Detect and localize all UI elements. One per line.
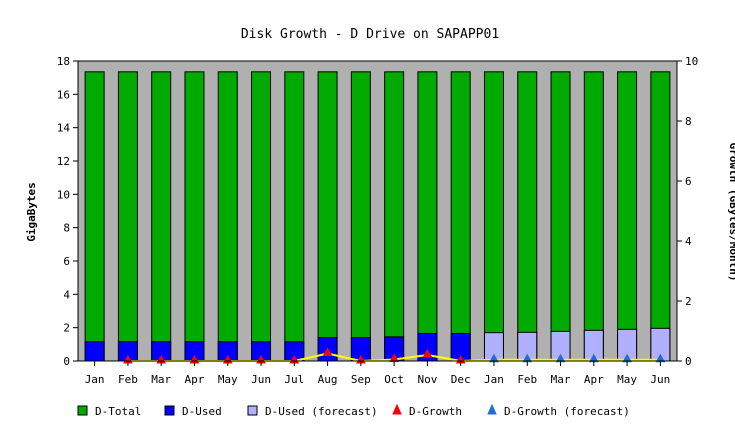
bar-d-total-15 (583, 71, 604, 362)
y-tick-label-10: 10 (57, 188, 70, 201)
y-tick-label-12: 12 (57, 155, 70, 168)
y-tick-label-18: 18 (57, 55, 70, 68)
bar-d-total-9 (384, 71, 405, 362)
legend-label-d-growth: D-Growth (409, 405, 462, 418)
bar-d-total-6 (284, 71, 305, 362)
y-tick-label-0: 0 (63, 355, 70, 368)
legend-swatch-d-growth-forecast- (487, 403, 497, 415)
x-tick-label-10: Nov (417, 373, 437, 386)
x-tick-label-17: Jun (650, 373, 670, 386)
x-tick-label-6: Jul (284, 373, 304, 386)
x-tick-label-14: Mar (551, 373, 571, 386)
legend-swatch-d-total (77, 405, 88, 416)
plot-area: 0 2 4 6 8 10 12 14 16 18 0 2 4 6 8 10 Jan Feb Mar Apr May Jun… (57, 55, 699, 386)
y2-tick-label-0: 0 (685, 355, 692, 368)
bar-d-total-1 (117, 71, 138, 362)
bar-d-total-7 (317, 71, 338, 362)
legend-swatch-d-used (164, 405, 175, 416)
bar-d-total-8 (350, 71, 371, 362)
legend-label-d-used-forecast-: D-Used (forecast) (265, 405, 378, 418)
y2-tick-label-8: 8 (685, 115, 692, 128)
bar-d-total-5 (251, 71, 272, 362)
y2-tick-label-6: 6 (685, 175, 692, 188)
y2-tick-label-2: 2 (685, 295, 692, 308)
x-tick-label-8: Sep (351, 373, 371, 386)
y-tick-label-16: 16 (57, 88, 70, 101)
x-tick-label-11: Dec (451, 373, 471, 386)
marker-d-growth-7 (322, 347, 333, 356)
legend-label-d-used: D-Used (182, 405, 222, 418)
x-tick-label-9: Oct (384, 373, 404, 386)
legend-swatch-d-used-forecast- (247, 405, 258, 416)
x-tick-label-1: Feb (118, 373, 138, 386)
plot-background (78, 61, 677, 361)
bar-d-used-0 (84, 341, 105, 362)
bar-d-total-3 (184, 71, 205, 362)
x-tick-label-3: Apr (185, 373, 205, 386)
y-tick-label-14: 14 (57, 122, 71, 135)
bar-d-total-14 (550, 71, 571, 362)
marker-d-growth-10 (422, 348, 433, 358)
y2-axis-label: Growth (GBytes/Month) (727, 142, 735, 281)
y-tick-label-4: 4 (63, 288, 70, 301)
bar-d-total-2 (151, 71, 172, 362)
x-tick-label-5: Jun (251, 373, 271, 386)
bar-d-total-4 (217, 71, 238, 362)
bar-d-total-10 (417, 71, 438, 362)
legend: D-Total D-Used D-Used (forecast) D-Growth D-… (77, 403, 630, 418)
x-tick-label-12: Jan (484, 373, 504, 386)
chart-title: Disk Growth - D Drive on SAPAPP01 (241, 27, 499, 42)
bar-d-total-11 (450, 71, 471, 362)
y-tick-label-2: 2 (63, 322, 70, 335)
bar-d-total-16 (617, 71, 638, 362)
y-tick-label-6: 6 (63, 255, 70, 268)
x-tick-label-4: May (218, 373, 238, 386)
bar-d-total-12 (483, 71, 504, 362)
plot-frame (77, 60, 678, 362)
y2-tick-label-10: 10 (685, 55, 698, 68)
x-tick-label-15: Apr (584, 373, 604, 386)
y-axis-label: GigaBytes (25, 182, 38, 242)
bar-d-total-13 (517, 71, 538, 362)
y2-tick-label-4: 4 (685, 235, 692, 248)
y-tick-label-8: 8 (63, 222, 70, 235)
x-tick-label-2: Mar (151, 373, 171, 386)
x-tick-label-13: Feb (517, 373, 537, 386)
x-tick-label-0: Jan (85, 373, 105, 386)
legend-label-d-total: D-Total (95, 405, 141, 418)
bar-d-total-0 (84, 71, 105, 362)
legend-swatch-d-growth (392, 403, 402, 415)
x-tick-label-7: Aug (318, 373, 338, 386)
x-tick-label-16: May (617, 373, 637, 386)
bar-d-total-17 (650, 71, 671, 362)
legend-label-d-growth-forecast-: D-Growth (forecast) (504, 405, 630, 418)
